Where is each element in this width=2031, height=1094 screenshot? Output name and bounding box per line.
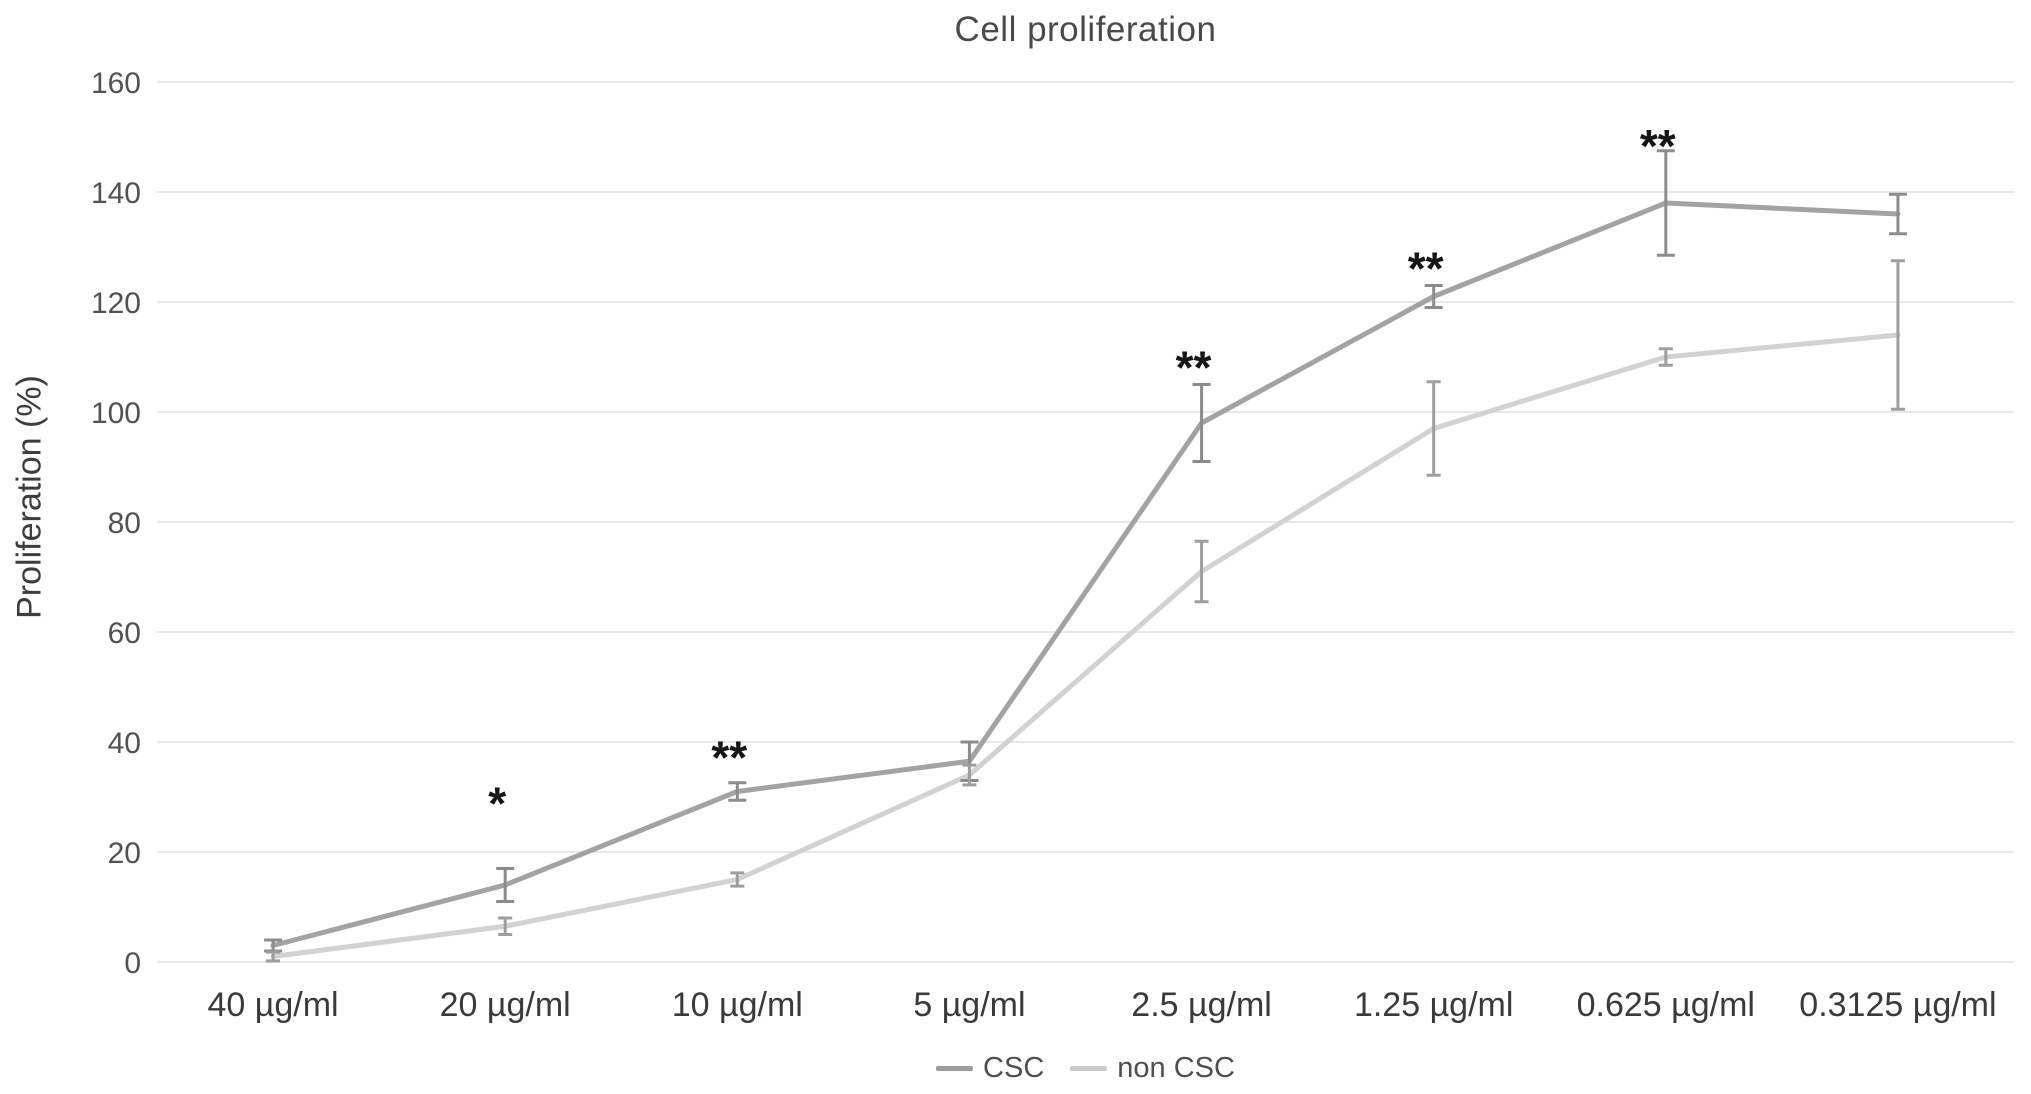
y-tick-label: 60 bbox=[108, 617, 141, 650]
x-tick-label: 20 µg/ml bbox=[440, 986, 571, 1024]
legend-label: CSC bbox=[983, 1051, 1045, 1084]
significance-marker: ** bbox=[1176, 342, 1212, 394]
significance-marker: ** bbox=[1640, 120, 1676, 172]
x-tick-label: 5 µg/ml bbox=[913, 986, 1025, 1024]
x-tick-label: 2.5 µg/ml bbox=[1131, 986, 1272, 1024]
x-tick-label: 0.3125 µg/ml bbox=[1799, 986, 1996, 1024]
x-tick-label: 0.625 µg/ml bbox=[1577, 986, 1755, 1024]
legend-item-csc: CSC bbox=[936, 1052, 1044, 1085]
significance-marker: ** bbox=[711, 732, 747, 784]
legend-swatch-icon bbox=[1070, 1065, 1108, 1071]
y-tick-label: 40 bbox=[108, 727, 141, 760]
y-tick-label: 100 bbox=[91, 397, 141, 430]
legend-swatch-icon bbox=[936, 1065, 974, 1071]
significance-marker: ** bbox=[1408, 243, 1444, 295]
y-tick-label: 20 bbox=[108, 837, 141, 870]
legend: CSC non CSC bbox=[157, 1048, 2014, 1088]
y-tick-label: 0 bbox=[124, 947, 141, 980]
legend-label: non CSC bbox=[1117, 1051, 1235, 1084]
series-line-csc bbox=[270, 200, 1901, 948]
significance-marker: * bbox=[488, 778, 506, 830]
x-tick-label: 1.25 µg/ml bbox=[1354, 986, 1513, 1024]
y-tick-label: 80 bbox=[108, 507, 141, 540]
x-tick-label: 10 µg/ml bbox=[672, 986, 803, 1024]
legend-item-non-csc: non CSC bbox=[1070, 1052, 1235, 1085]
series-line-non-csc bbox=[270, 332, 1901, 959]
chart-title: Cell proliferation bbox=[954, 10, 1217, 49]
y-tick-label: 140 bbox=[91, 177, 141, 210]
y-tick-label: 160 bbox=[91, 67, 141, 100]
x-tick-label: 40 µg/ml bbox=[208, 986, 339, 1024]
y-tick-label: 120 bbox=[91, 287, 141, 320]
